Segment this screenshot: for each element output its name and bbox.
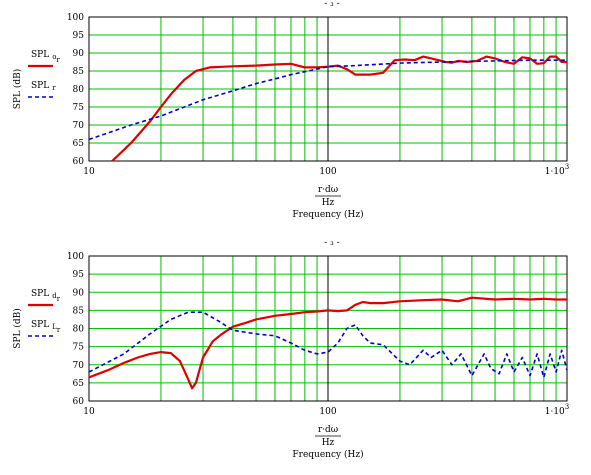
x-tick-label: 1·103 xyxy=(545,403,570,417)
y-tick-label: 80 xyxy=(73,85,85,95)
y-tick-label: 90 xyxy=(73,49,85,59)
legend-label-2: SPL r xyxy=(31,81,56,92)
y-tick-label: 70 xyxy=(73,361,85,371)
x-axis-unit: Hz xyxy=(322,438,335,448)
y-tick-label: 95 xyxy=(73,31,85,41)
chart-2: - ₃ - 60 65 70 75 80 85 90 95 100 10 100 1·103 r·dω Hz… xyxy=(12,238,569,460)
y-tick-label: 85 xyxy=(73,306,85,316)
y-axis-label: SPL (dB) xyxy=(12,308,23,348)
x-tick-label: 1·103 xyxy=(545,163,570,177)
x-tick-label: 10 xyxy=(83,167,95,177)
legend-label-1: SPL dr xyxy=(31,289,61,303)
plot-frame xyxy=(88,16,568,162)
x-axis-expression: r·dω xyxy=(318,185,338,195)
series-line-1 xyxy=(111,55,567,162)
y-tick-label: 65 xyxy=(73,139,85,149)
legend-label-1: SPL or xyxy=(31,50,60,64)
x-tick-label: 100 xyxy=(319,407,336,417)
y-tick-label: 100 xyxy=(67,252,84,262)
legend-label-2: SPL Lr xyxy=(31,320,61,334)
y-tick-label: 85 xyxy=(73,67,85,77)
y-tick-label: 65 xyxy=(73,379,85,389)
y-tick-label: 80 xyxy=(73,325,85,335)
y-tick-label: 75 xyxy=(73,343,85,353)
y-tick-label: 60 xyxy=(73,397,85,407)
header-mark: - ₃ - xyxy=(324,238,339,248)
y-tick-label: 100 xyxy=(67,13,84,23)
x-axis-unit: Hz xyxy=(322,198,335,208)
y-tick-label: 90 xyxy=(73,288,85,298)
y-tick-label: 70 xyxy=(73,121,85,131)
x-axis-label: Frequency (Hz) xyxy=(292,449,363,460)
y-tick-label: 75 xyxy=(73,103,85,113)
series-line-2 xyxy=(88,59,567,141)
grid xyxy=(89,256,567,401)
header-mark: - ₃ - xyxy=(324,0,339,9)
y-tick-label: 60 xyxy=(73,157,85,167)
grid xyxy=(89,17,567,161)
x-tick-label: 100 xyxy=(319,167,336,177)
y-tick-label: 95 xyxy=(73,270,85,280)
chart-1: - ₃ - 60 65 70 75 80 85 90 95 100 10 100 1·103 r·dω Hz… xyxy=(12,0,569,220)
series-line-2 xyxy=(88,311,568,379)
x-axis-label: Frequency (Hz) xyxy=(292,209,363,220)
x-tick-label: 10 xyxy=(83,407,95,417)
x-axis-expression: r·dω xyxy=(318,425,338,435)
plot-frame xyxy=(88,255,568,402)
y-axis-label: SPL (dB) xyxy=(12,69,23,109)
series-line-1 xyxy=(88,296,567,390)
